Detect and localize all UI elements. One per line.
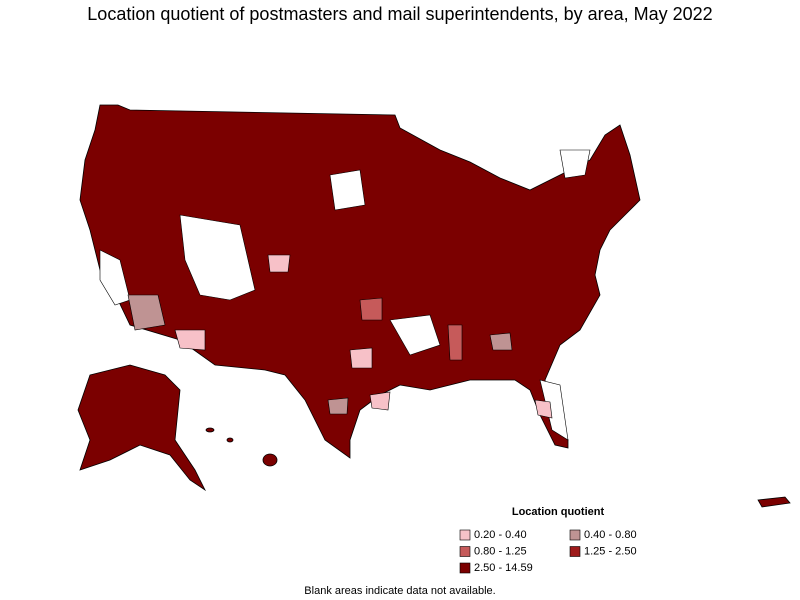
legend-label: 0.20 - 0.40 <box>474 529 527 541</box>
map-title: Location quotient of postmasters and mai… <box>87 4 712 24</box>
legend-swatch <box>459 562 471 574</box>
legend-swatch <box>459 529 471 541</box>
legend-swatch <box>569 546 581 557</box>
area <box>327 397 349 415</box>
legend: Location quotient 0.20 - 0.40 0.40 - 0.80… <box>459 506 637 574</box>
legend-title: Location quotient <box>512 506 605 518</box>
legend-swatch <box>459 546 471 557</box>
hawaii <box>226 437 234 443</box>
area <box>369 391 391 411</box>
us-map <box>77 104 791 508</box>
area <box>534 399 553 419</box>
hawaii <box>262 453 278 467</box>
area <box>127 294 166 331</box>
area <box>267 254 291 273</box>
legend-label: 2.50 - 14.59 <box>474 562 533 574</box>
area <box>489 332 513 351</box>
blank-area <box>389 314 441 356</box>
footnote: Blank areas indicate data not available. <box>304 585 495 597</box>
area <box>349 347 373 369</box>
area <box>447 324 463 361</box>
puerto-rico <box>757 496 791 508</box>
blank-area <box>179 214 256 301</box>
hawaii <box>205 427 215 433</box>
blank-area <box>99 249 131 306</box>
legend-label: 1.25 - 2.50 <box>584 545 637 557</box>
alaska <box>77 364 207 492</box>
legend-label: 0.80 - 1.25 <box>474 545 527 557</box>
blank-area <box>559 149 591 179</box>
legend-label: 0.40 - 0.80 <box>584 529 637 541</box>
area <box>359 297 383 321</box>
legend-swatch <box>569 529 581 541</box>
area <box>174 329 206 351</box>
blank-area <box>329 169 366 211</box>
